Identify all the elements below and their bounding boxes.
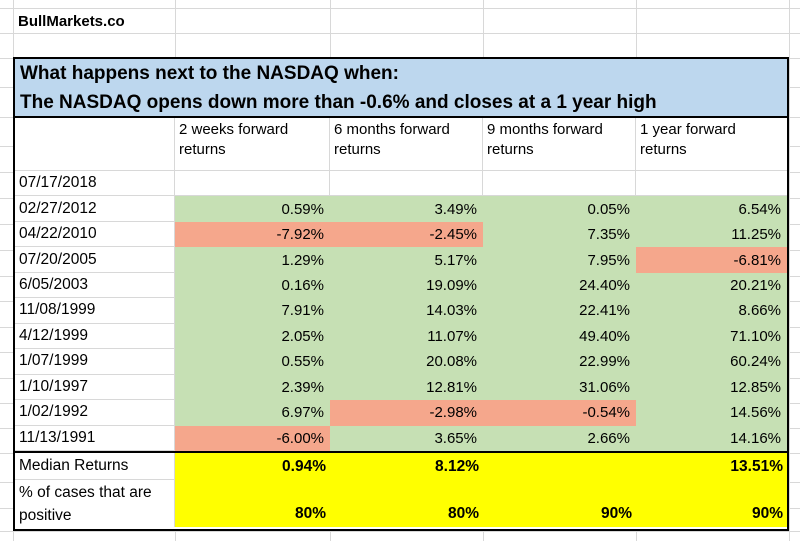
median-value-cell[interactable]: 0.94% [282,457,326,475]
footer-labels: Median Returns % of cases that are posit… [15,453,175,527]
table-row: 6/05/2003 0.16% 19.09% 24.40% 20.21% [15,272,787,299]
data-rows: 07/17/2018 02/27/2012 0.59% 3.49% 0.05% 6.54%… [15,171,787,451]
value-cell[interactable]: 0.55% [175,349,330,375]
value-cell[interactable]: 24.40% [483,272,636,299]
median-value-cell[interactable]: 13.51% [730,457,783,475]
median-values-row: 0.94% 8.12% 13.51% [175,453,787,480]
value-cell[interactable]: 7.91% [175,298,330,324]
date-cell[interactable]: 11/13/1991 [15,425,175,451]
value-cell[interactable]: 12.81% [330,374,483,401]
date-cell[interactable]: 07/17/2018 [15,171,175,197]
positive-value-cell[interactable]: 90% [751,505,783,522]
date-cell[interactable]: 11/08/1999 [15,298,175,324]
summary-footer: Median Returns % of cases that are posit… [15,451,787,527]
date-cell[interactable]: 04/22/2010 [15,221,175,248]
gridline [0,531,800,532]
date-cell[interactable]: 02/27/2012 [15,196,175,222]
value-cell[interactable]: -6.81% [636,247,787,273]
value-cell[interactable] [330,171,483,197]
value-cell[interactable]: -2.45% [330,221,483,248]
table-row: 1/07/1999 0.55% 20.08% 22.99% 60.24% [15,349,787,375]
value-cell[interactable]: 31.06% [483,374,636,401]
median-value-cell[interactable]: 8.12% [435,457,479,475]
table-row: 02/27/2012 0.59% 3.49% 0.05% 6.54% [15,196,787,222]
value-cell[interactable]: 19.09% [330,272,483,299]
positive-value-cell[interactable]: 80% [294,505,326,522]
value-cell[interactable]: 3.65% [330,425,483,451]
positive-values-row: 80% 80% 90% 90% [175,480,787,527]
value-cell[interactable]: 22.99% [483,349,636,375]
value-cell[interactable] [636,171,787,197]
date-cell[interactable]: 4/12/1999 [15,323,175,350]
date-cell[interactable]: 1/10/1997 [15,374,175,401]
brand-cell[interactable]: BullMarkets.co [18,13,125,30]
value-cell[interactable]: 11.25% [636,221,787,248]
table-row: 07/20/2005 1.29% 5.17% 7.95% -6.81% [15,247,787,273]
value-cell[interactable]: 5.17% [330,247,483,273]
value-cell[interactable]: -2.98% [330,400,483,426]
table-row: 11/13/1991 -6.00% 3.65% 2.66% 14.16% [15,425,787,451]
value-cell[interactable]: 14.03% [330,298,483,324]
median-value-cell[interactable] [483,453,636,480]
column-header-cell[interactable]: 9 months forward returns [483,118,636,170]
date-cell[interactable]: 07/20/2005 [15,247,175,273]
value-cell[interactable]: 11.07% [330,323,483,350]
results-table: What happens next to the NASDAQ when: Th… [13,57,789,531]
value-cell[interactable]: 12.85% [636,374,787,401]
title-line-2: The NASDAQ opens down more than -0.6% an… [20,91,657,113]
gridline [0,8,800,9]
value-cell[interactable]: 14.16% [636,425,787,451]
value-cell[interactable]: 20.08% [330,349,483,375]
value-cell[interactable]: 6.54% [636,196,787,222]
value-cell[interactable]: -7.92% [175,221,330,248]
table-row: 4/12/1999 2.05% 11.07% 49.40% 71.10% [15,323,787,350]
value-cell[interactable]: 2.05% [175,323,330,350]
value-cell[interactable]: 7.95% [483,247,636,273]
value-cell[interactable] [483,171,636,197]
value-cell[interactable]: 0.05% [483,196,636,222]
footer-values: 0.94% 8.12% 13.51% 80% 80% 90% 90% [175,453,787,527]
value-cell[interactable]: 60.24% [636,349,787,375]
gridline [789,0,790,541]
positive-value-cell[interactable]: 80% [447,505,479,522]
date-header-cell[interactable] [15,118,175,170]
table-row: 1/02/1992 6.97% -2.98% -0.54% 14.56% [15,400,787,426]
value-cell[interactable]: 20.21% [636,272,787,299]
value-cell[interactable]: 14.56% [636,400,787,426]
value-cell[interactable]: 6.97% [175,400,330,426]
date-cell[interactable]: 6/05/2003 [15,272,175,299]
date-cell[interactable]: 1/02/1992 [15,400,175,426]
value-cell[interactable]: 71.10% [636,323,787,350]
value-cell[interactable]: -6.00% [175,425,330,451]
value-cell[interactable]: -0.54% [483,400,636,426]
table-row: 04/22/2010 -7.92% -2.45% 7.35% 11.25% [15,221,787,248]
value-cell[interactable]: 22.41% [483,298,636,324]
positive-value-cell[interactable]: 90% [600,505,632,522]
table-row: 11/08/1999 7.91% 14.03% 22.41% 8.66% [15,298,787,324]
table-title[interactable]: What happens next to the NASDAQ when: Th… [15,59,787,118]
value-cell[interactable]: 2.66% [483,425,636,451]
table-row: 07/17/2018 [15,171,787,197]
value-cell[interactable]: 0.59% [175,196,330,222]
value-cell[interactable]: 3.49% [330,196,483,222]
date-cell[interactable]: 1/07/1999 [15,349,175,375]
column-header-row: 2 weeks forward returns 6 months forward… [15,118,787,171]
value-cell[interactable]: 0.16% [175,272,330,299]
column-header-cell[interactable]: 1 year forward returns [640,121,736,158]
gridline [0,33,800,34]
column-header-cell[interactable]: 2 weeks forward returns [175,118,330,170]
table-row: 1/10/1997 2.39% 12.81% 31.06% 12.85% [15,374,787,401]
median-label-cell[interactable]: Median Returns [15,453,175,480]
value-cell[interactable]: 49.40% [483,323,636,350]
title-line-1: What happens next to the NASDAQ when: [20,62,399,84]
column-header-cell[interactable]: 6 months forward returns [330,118,483,170]
value-cell[interactable] [175,171,330,197]
value-cell[interactable]: 1.29% [175,247,330,273]
positive-label-cell[interactable]: % of cases that are positive [15,480,175,527]
value-cell[interactable]: 8.66% [636,298,787,324]
value-cell[interactable]: 2.39% [175,374,330,401]
value-cell[interactable]: 7.35% [483,221,636,248]
